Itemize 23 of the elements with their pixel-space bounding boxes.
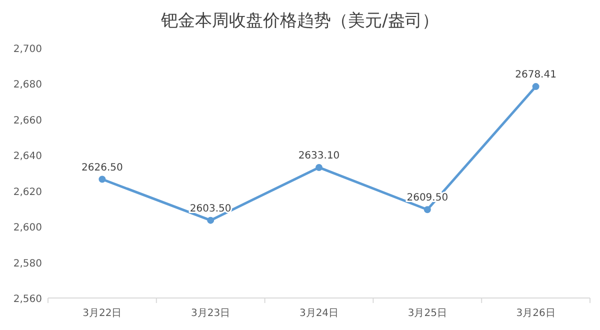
- y-tick-label: 2,600: [13, 222, 42, 234]
- point: [207, 216, 214, 224]
- x-tick-label: 3月23日: [191, 308, 230, 319]
- y-tick-label: 2,580: [13, 258, 42, 270]
- point: [316, 164, 322, 171]
- y-tick-label: 2,660: [13, 115, 42, 126]
- chart-title: 钯金本周收盘价格趋势（美元/盎司）: [160, 11, 439, 31]
- x-tick-label: 3月25日: [408, 308, 447, 319]
- point: [424, 206, 431, 214]
- x-tick-label: 3月26日: [516, 308, 556, 319]
- point: [532, 83, 540, 90]
- point: [98, 176, 106, 183]
- text: 2678.41: [515, 70, 556, 81]
- y-tick-label: 2,700: [13, 44, 42, 55]
- x-tick-label: 3月24日: [299, 308, 339, 319]
- text: 2603.50: [190, 203, 232, 214]
- text: 2633.10: [298, 150, 340, 162]
- y-tick-label: 2,680: [13, 80, 42, 91]
- text: 2626.50: [82, 162, 123, 174]
- y-tick-label: 2,640: [13, 151, 42, 162]
- y-tick-label: 2,620: [13, 186, 42, 198]
- x-tick-label: 3月22日: [82, 308, 122, 319]
- y-tick-label: 2,560: [13, 294, 42, 305]
